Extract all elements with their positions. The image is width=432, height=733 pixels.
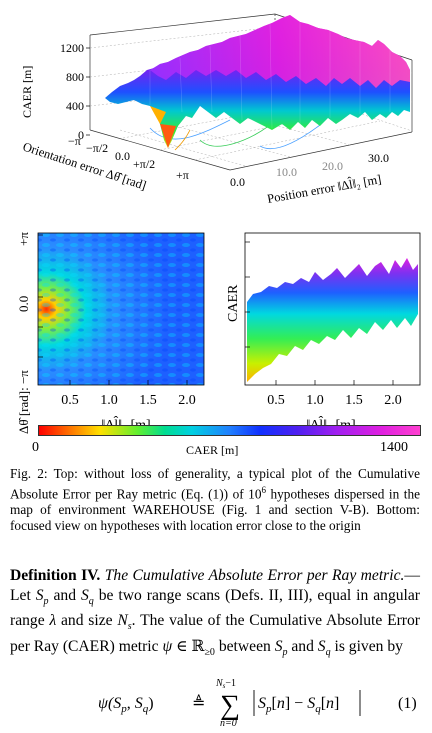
surface-dip [160, 124, 176, 148]
math-S: S [274, 637, 283, 655]
heatmap-ytick: +π [16, 232, 31, 246]
caer-xtick: 1.0 [306, 393, 324, 408]
heatmap-xtick: 2.0 [178, 393, 196, 408]
top-ztick: 800 [66, 70, 84, 84]
top-ytick: 0.0 [230, 175, 245, 189]
caer-xtick: 2.0 [384, 393, 402, 408]
definition-text: and size [56, 612, 118, 630]
surface-top [150, 15, 410, 88]
definition-paragraph: Definition IV. The Cumulative Absolute E… [10, 566, 420, 662]
top-xtick: 0.0 [115, 149, 130, 163]
top-ztick: 0 [78, 128, 84, 142]
math-S: S [317, 637, 326, 655]
equation-lhs: ψ(Sp, Sq) [98, 695, 154, 715]
math-S: S [80, 586, 89, 604]
caer-ylabel: CAER [226, 284, 241, 322]
top-zlabel: CAER [m] [20, 66, 34, 118]
math-in-reals: ∈ ℝ [172, 637, 205, 655]
colorbar-mid-label: CAER [m] [186, 443, 239, 457]
heatmap-ylabel: Δθ̂ [rad]: −π [16, 370, 31, 434]
definition-text: is given by [330, 637, 403, 655]
sum-sign: ∑ [220, 690, 240, 721]
definition-title: The Cumulative Absolute Error per Ray me… [104, 567, 405, 584]
definition-text: and [48, 586, 81, 604]
math-N: N [117, 612, 128, 630]
equation-defeq: ≜ [192, 694, 205, 712]
math-sub-q: q [88, 595, 94, 607]
math-sub-geq0: ≥0 [204, 646, 215, 658]
definition-label: Definition IV. [10, 567, 101, 584]
sum-upper-limit: Ns−1 [215, 678, 236, 690]
top-ztick: 400 [66, 99, 84, 113]
colorbar-max-label: 1400 [380, 440, 408, 455]
math-psi: ψ [162, 637, 173, 655]
caer-band [247, 258, 418, 382]
top-ytick: 30.0 [368, 151, 389, 165]
definition-text: . The value of the Cumulative Absolute E… [10, 612, 420, 655]
caption-exponent: 6 [261, 485, 266, 495]
math-sub-s: s [127, 621, 132, 633]
math-sub-q: q [325, 646, 331, 658]
equation-rhs: Sp[n] − Sq[n] [258, 695, 339, 715]
bottom-right-caer-plot: CAER 0.5 1.0 1.5 2.0 ‖Δl̂‖₂ [m] [226, 232, 421, 433]
heatmap-xtick: 1.5 [139, 393, 157, 408]
definition-text: and [287, 637, 318, 655]
heatmap-ytick: 0.0 [16, 296, 31, 312]
top-xtick: +π [176, 168, 189, 182]
heatmap-xtick: 1.0 [100, 393, 118, 408]
math-sub-p: p [43, 595, 49, 607]
caption-text-2: hypotheses dispersed in the map of envir… [10, 486, 420, 534]
top-surface-plot: CAER [m] 1200 800 400 0 −π −π/2 0.0 +π/2… [20, 13, 413, 206]
sum-lower-limit: n=0 [220, 718, 237, 726]
definition-text: between [214, 637, 275, 655]
definition-text: —Let [10, 567, 420, 604]
equation-1: ψ(Sp, Sq) ≜ Ns−1 ∑ n=0 Sp[n] − Sq[n] (1) [98, 678, 417, 726]
figure-caption: Fig. 2: Top: without loss of generality,… [10, 466, 420, 534]
caption-text-1: Fig. 2: Top: without loss of generality,… [10, 466, 420, 502]
colorbar-min-label: 0 [32, 440, 39, 455]
equation-number: (1) [398, 695, 417, 712]
bottom-left-heatmap: +π 0.0 0.5 1.0 1.5 2.0 ‖Δl̂‖₂ [m] Δθ̂ [r… [16, 232, 205, 434]
caer-xtick: 0.5 [267, 393, 285, 408]
top-ztick: 1200 [60, 41, 84, 55]
colorbar [38, 425, 421, 436]
top-ytick: 10.0 [276, 165, 297, 179]
top-xtick: +π/2 [133, 157, 155, 171]
math-lambda: λ [49, 612, 57, 630]
math-sub-p: p [282, 646, 288, 658]
top-xtick: −π [68, 134, 81, 148]
top-ytick: 20.0 [322, 159, 343, 173]
top-xtick: −π/2 [86, 141, 108, 155]
math-S: S [35, 586, 44, 604]
heatmap-xtick: 0.5 [61, 393, 79, 408]
caer-xtick: 1.5 [345, 393, 363, 408]
definition-text: be two range scans (Defs. II, III), equa… [10, 586, 421, 630]
top-xlabel: Orientation error Δθ̂ [rad] [21, 140, 148, 193]
